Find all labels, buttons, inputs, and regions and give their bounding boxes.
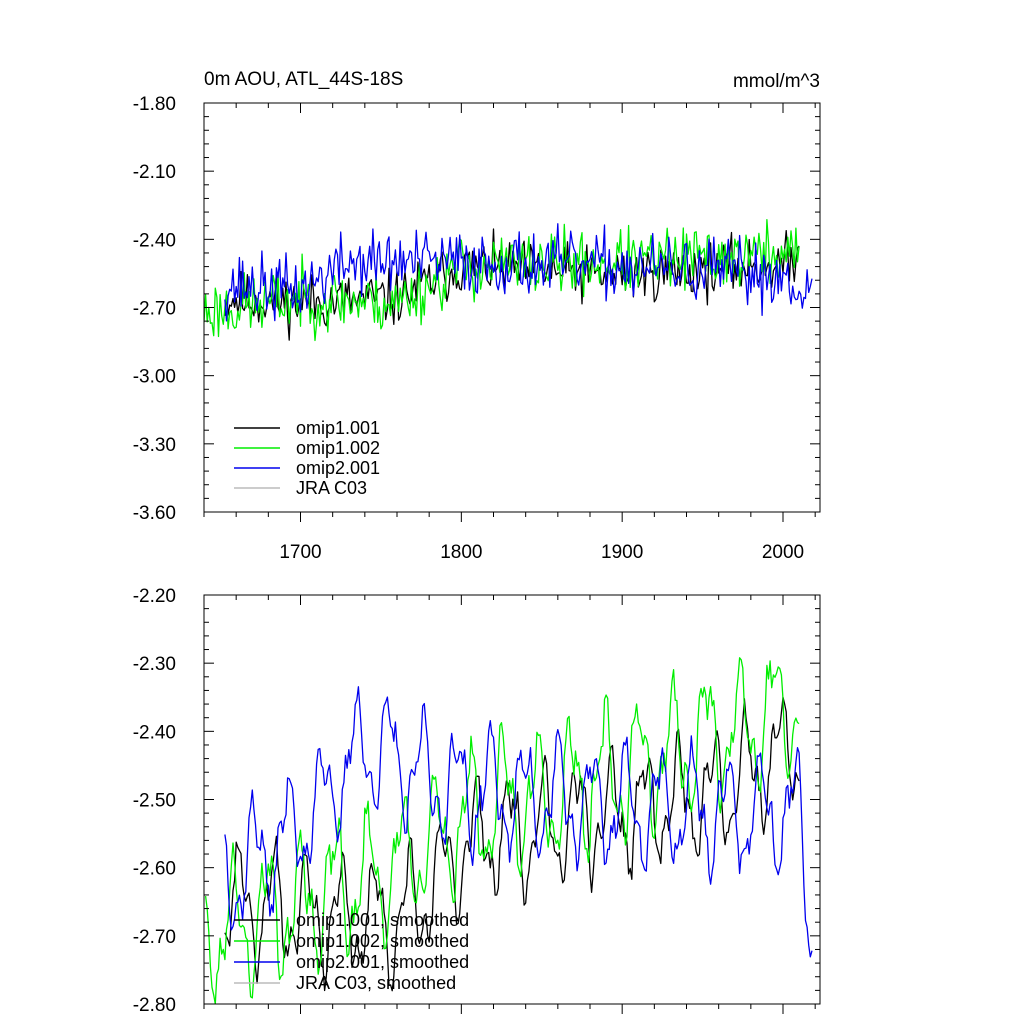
x-tick-label: 2000	[762, 542, 804, 563]
panel-title: 0m AOU, ATL_44S-18S	[204, 69, 403, 90]
series-line-2	[204, 657, 800, 1004]
axis-ticks: -2.20 -2.30 -2.40 -2.50 -2.60 -2.70 -2.80	[133, 586, 820, 1016]
y-tick-label: -2.10	[133, 162, 176, 183]
legend-label: omip1.002, smoothed	[296, 931, 469, 951]
series-line-1	[224, 696, 800, 992]
y-tick-label: -2.70	[133, 299, 176, 320]
legend-label: JRA C03	[296, 478, 367, 498]
legend-label: omip1.001	[296, 418, 380, 438]
x-tick-label: 1700	[279, 542, 321, 563]
series-line-3	[224, 686, 813, 958]
plot-frame	[203, 102, 821, 513]
legend-label: omip2.001	[296, 458, 380, 478]
y-tick-label: -2.80	[133, 995, 176, 1016]
y-tick-label: -2.60	[133, 859, 176, 880]
y-tick-label: -2.40	[133, 230, 176, 251]
y-tick-label: -2.70	[133, 927, 176, 948]
x-tick-label: 1800	[440, 542, 482, 563]
top-panel: 0m AOU, ATL_44S-18S mmol/m^3 -1.80-2.10-…	[133, 69, 821, 563]
series-line-2	[204, 219, 800, 342]
y-tick-label: -3.60	[133, 503, 176, 524]
x-tick-label: 1900	[601, 542, 643, 563]
legend-label: omip1.001, smoothed	[296, 910, 469, 930]
y-tick-label: -2.30	[133, 654, 176, 675]
units-label: mmol/m^3	[733, 71, 820, 92]
axis-ticks: -1.80 -2.10 -2.40 -2.70 -3.00 -3.30 -3.60 1700 1…	[133, 94, 820, 563]
series-group	[204, 657, 813, 1004]
y-tick-label: -2.20	[133, 586, 176, 607]
series-line-3	[224, 223, 813, 322]
y-tick-label: -1.80	[133, 94, 176, 115]
bottom-panel: -2.20 -2.30 -2.40 -2.50 -2.60 -2.70 -2.80 omip…	[133, 586, 821, 1016]
legend-label: omip1.002	[296, 438, 380, 458]
y-tick-label: -2.40	[133, 722, 176, 743]
legend-label: JRA C03, smoothed	[296, 973, 456, 993]
y-tick-label: -3.00	[133, 367, 176, 388]
legend-label: omip2.001, smoothed	[296, 952, 469, 972]
series-group	[204, 219, 813, 342]
plot-frame	[203, 594, 821, 1005]
y-tick-label: -2.50	[133, 791, 176, 812]
y-tick-label: -3.30	[133, 435, 176, 456]
